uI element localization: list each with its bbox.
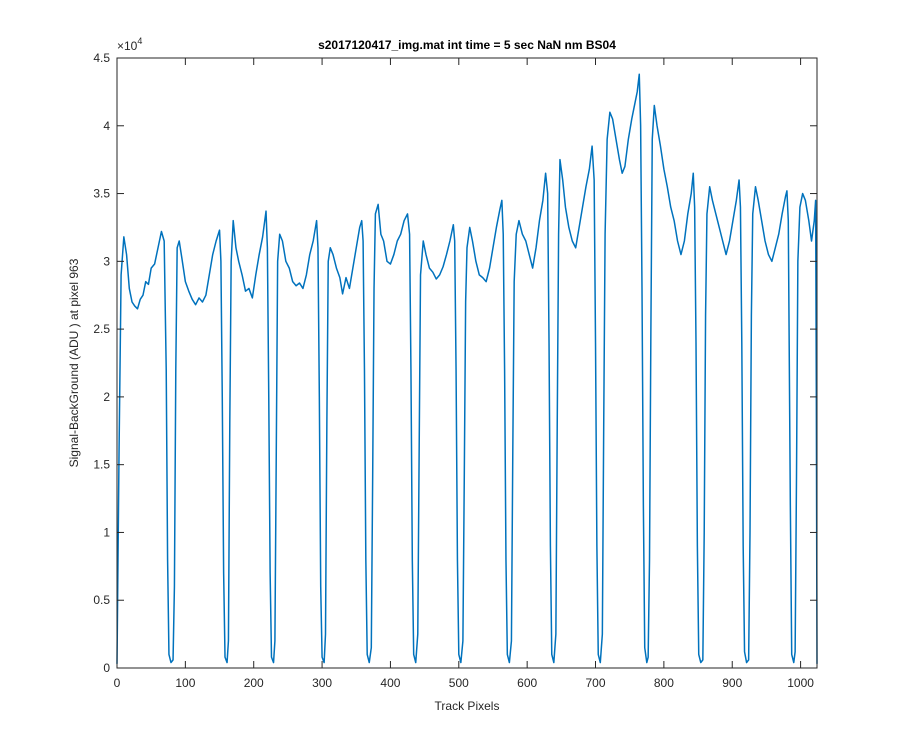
x-tick-label: 800 — [654, 676, 674, 690]
y-tick-label: 2.5 — [93, 322, 110, 336]
x-tick-label: 700 — [586, 676, 606, 690]
x-axis-label: Track Pixels — [435, 699, 500, 713]
y-axis-label: Signal-BackGround (ADU ) at pixel 963 — [67, 258, 81, 467]
x-tick-label: 900 — [722, 676, 742, 690]
x-tick-label: 500 — [449, 676, 469, 690]
x-tick-label: 100 — [175, 676, 195, 690]
y-tick-label: 3 — [103, 254, 110, 268]
y-axis-exponent: ×104 — [117, 36, 142, 53]
axes-box — [116, 57, 818, 669]
y-tick-label: 4 — [103, 119, 110, 133]
x-tick-label: 400 — [380, 676, 400, 690]
y-tick-label: 3.5 — [93, 187, 110, 201]
y-tick-label: 1 — [103, 525, 110, 539]
y-tick-label: 0 — [103, 661, 110, 675]
x-tick-label: 200 — [244, 676, 264, 690]
series-line — [116, 73, 818, 664]
x-tick-label: 1000 — [787, 676, 814, 690]
y-tick-label: 0.5 — [93, 593, 110, 607]
x-tick-label: 300 — [312, 676, 332, 690]
y-tick-label: 4.5 — [93, 51, 110, 65]
x-tick-label: 0 — [114, 676, 121, 690]
ticks-layer: 0 100 200 300 400 500 600 700 800 900 1000 0 0.5 1 1.5… — [93, 51, 817, 690]
plot-area — [117, 58, 817, 668]
data-layer — [116, 73, 818, 664]
chart-title: s2017120417_img.mat int time = 5 sec NaN… — [318, 38, 616, 52]
y-tick-label: 1.5 — [93, 458, 110, 472]
y-axis-exponent-power: 4 — [137, 36, 142, 46]
y-tick-label: 2 — [103, 390, 110, 404]
y-axis-exponent-base: ×10 — [117, 39, 138, 53]
x-tick-label: 600 — [517, 676, 537, 690]
